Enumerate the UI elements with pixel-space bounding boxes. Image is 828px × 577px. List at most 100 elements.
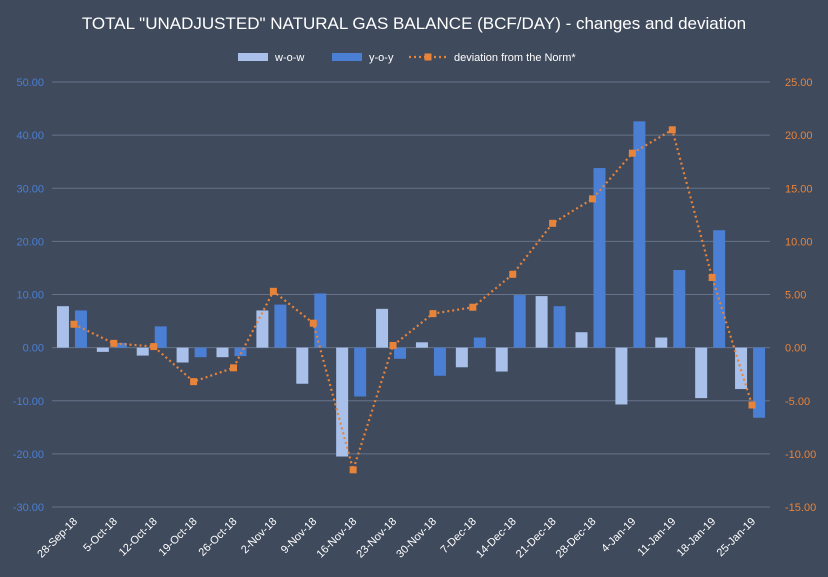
deviation-point (230, 364, 237, 372)
legend-label-deviation: deviation from the Norm* (454, 52, 576, 64)
right-tick-label: -5.00 (785, 396, 810, 408)
deviation-point (549, 219, 557, 227)
wow-bar (575, 332, 588, 348)
deviation-point (708, 274, 716, 281)
wow-bar (96, 347, 109, 352)
x-tick-label: 4-Jan-19 (599, 516, 638, 555)
x-tick-label: 12-Oct-18 (117, 516, 160, 559)
right-tick-label: 10.00 (785, 236, 813, 248)
wow-bar (495, 347, 508, 372)
yoy-bar (713, 230, 726, 348)
x-tick-label: 28-Sep-18 (35, 516, 80, 561)
yoy-bar (593, 168, 606, 348)
x-tick-label: 9-Nov-18 (279, 516, 319, 556)
legend-swatch-yoy (332, 53, 362, 61)
legend-label-wow: w-o-w (274, 52, 304, 64)
x-tick-label: 5-Oct-18 (81, 516, 120, 555)
legend-label-yoy: y-o-y (369, 52, 394, 64)
wow-bar (176, 347, 189, 363)
right-tick-label: 25.00 (785, 77, 813, 89)
left-tick-label: 50.00 (16, 77, 44, 89)
right-tick-label: -10.00 (785, 449, 816, 461)
x-tick-label: 28-Dec-18 (554, 516, 599, 561)
yoy-bar (394, 347, 407, 359)
x-tick-label: 14-Dec-18 (474, 516, 519, 561)
deviation-point (150, 343, 158, 351)
yoy-bar (473, 337, 486, 348)
left-tick-label: 10.00 (16, 290, 44, 302)
x-axis: 28-Sep-18 5-Oct-1812-Oct-1819-Oct-1826-Oc… (35, 516, 758, 561)
yoy-bar (234, 347, 247, 357)
deviation-point (668, 126, 676, 134)
deviation-point (190, 378, 198, 386)
yoy-bar (553, 306, 566, 348)
wow-bar (735, 347, 748, 390)
wow-bar (535, 296, 548, 348)
yoy-bar (673, 270, 686, 348)
yoy-bar (154, 326, 167, 348)
deviation-point (70, 320, 78, 328)
right-tick-label: 0.00 (785, 343, 806, 355)
x-tick-label: 30-Nov-18 (394, 516, 439, 561)
deviation-point (269, 287, 277, 295)
yoy-bar (513, 295, 526, 348)
yoy-bar (114, 342, 127, 348)
yoy-bar (433, 347, 446, 376)
right-tick-label: 5.00 (785, 290, 806, 302)
x-tick-label: 11-Jan-19 (635, 516, 678, 559)
x-tick-label: 26-Oct-18 (197, 516, 240, 559)
deviation-point (748, 401, 756, 409)
wow-bar (256, 310, 269, 348)
x-tick-label: 23-Nov-18 (354, 516, 399, 561)
wow-bar (455, 347, 468, 368)
x-tick-label: 19-Oct-18 (157, 516, 200, 559)
deviation-line (70, 126, 756, 474)
deviation-point (589, 195, 596, 203)
wow-bar (376, 308, 389, 348)
left-tick-label: 30.00 (16, 183, 44, 195)
deviation-point (509, 270, 517, 278)
left-axis: 50.00 40.00 30.00 20.00 10.00 0.00 -10.00 -20.0… (13, 77, 44, 514)
left-tick-label: -30.00 (13, 502, 44, 514)
x-tick-label: 7-Dec-18 (438, 516, 478, 556)
deviation-point (110, 339, 118, 347)
wow-bar (56, 306, 69, 348)
yoy-bar (74, 310, 87, 348)
yoy-bar (194, 347, 207, 358)
x-tick-label: 21-Dec-18 (514, 516, 559, 561)
yoy-bar (314, 293, 327, 348)
deviation-series-line (73, 128, 754, 474)
x-tick-label: 2-Nov-18 (239, 516, 279, 556)
yoy-bar (753, 347, 766, 418)
right-tick-label: -15.00 (785, 502, 816, 514)
deviation-point (389, 342, 397, 349)
yoy-bar (633, 121, 646, 348)
wow-bar (655, 337, 668, 348)
legend-swatch-wow (238, 53, 268, 61)
wow-bar (695, 347, 708, 399)
bars (56, 121, 766, 457)
wow-bar (336, 347, 349, 457)
x-tick-label: 25-Jan-19 (715, 516, 759, 560)
right-tick-label: 15.00 (785, 183, 813, 195)
right-axis: 25.00 20.00 15.00 10.00 5.00 0.00 -5.00 -10.00 -… (785, 77, 816, 514)
deviation-point (349, 466, 357, 474)
deviation-point (309, 319, 317, 327)
wow-bar (415, 342, 428, 348)
left-tick-label: -10.00 (13, 396, 44, 408)
yoy-bar (274, 304, 287, 348)
wow-bar (136, 347, 149, 356)
left-tick-label: 0.00 (23, 343, 44, 355)
deviation-point (628, 149, 636, 157)
left-tick-label: -20.00 (13, 449, 44, 461)
wow-bar (296, 347, 309, 384)
right-tick-label: 20.00 (785, 130, 813, 142)
chart-title: TOTAL "UNADJUSTED" NATURAL GAS BALANCE (… (82, 14, 746, 33)
x-tick-label: 16-Nov-18 (314, 516, 359, 561)
deviation-point (469, 303, 477, 311)
wow-bar (216, 347, 229, 358)
x-tick-label: 18-Jan-19 (675, 516, 719, 560)
deviation-point (429, 310, 437, 318)
